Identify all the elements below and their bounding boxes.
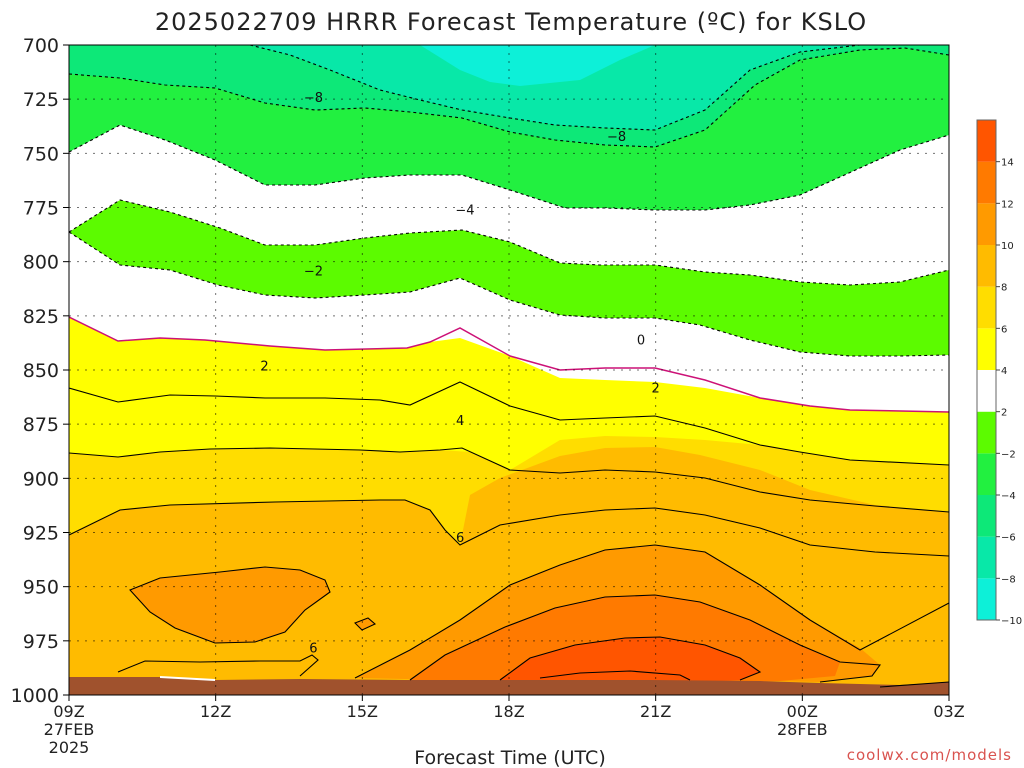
band-neg12 [420,45,655,86]
contour-label: 6 [309,641,317,656]
contour-label: 6 [456,531,464,546]
colorbar-swatch [977,161,996,204]
x-axis-label: Forecast Time (UTC) [414,747,605,768]
x-tick-label: 12Z [200,702,231,721]
grid [69,45,949,695]
contour-label: −2 [304,264,323,279]
y-tick-label: 825 [23,306,59,328]
chart-title: 2025022709 HRRR Forecast Temperature (ºC… [155,8,867,36]
colorbar-swatch [977,120,996,162]
contour-label: −4 [455,204,474,219]
colorbar-swatch [977,245,996,287]
colorbar-swatch [977,495,996,537]
y-axis: 700 725 750 775 800 825 850 875 900 925 950 975 1000 [11,35,69,707]
colorbar-swatch [977,411,996,454]
x-tick-label: 03Z [933,702,964,721]
y-tick-label: 775 [23,198,59,220]
colorbar-tick-label: 6 [1001,324,1007,335]
contour-labels: −8 −8 −4 −2 0 2 2 4 6 6 [260,91,659,656]
y-tick-label: 875 [23,414,59,436]
y-tick-label: 1000 [11,685,59,707]
y-tick-label: 975 [23,631,59,653]
y-tick-label: 700 [23,35,59,57]
warm-14 [500,637,760,684]
x-tick-label: 00Z [787,702,818,721]
warm-pocket-8 [130,567,330,643]
colorbar-tick-label: −8 [1001,574,1016,585]
y-tick-label: 925 [23,523,59,545]
contour-label: 0 [637,334,645,349]
colorbar-tick-label: 8 [1001,283,1007,294]
contour-label: −8 [304,91,323,106]
colorbar-tick-label: 12 [1001,199,1014,210]
colorbar-swatch [977,453,996,495]
colorbar-tick-label: −4 [1001,491,1016,502]
x-tick-label: 09Z [53,702,84,721]
contour-label: −8 [607,130,626,145]
colorbar-swatch [977,370,996,412]
colorbar: 14 12 10 8 6 4 2 −2 −4 −6 −8 −10 [976,119,1022,627]
colorbar-swatch [977,578,996,620]
y-tick-label: 725 [23,89,59,111]
colorbar-tick-label: −6 [1001,533,1016,544]
x-tick-label: 18Z [493,702,524,721]
contour-label: 2 [260,360,268,375]
y-tick-label: 950 [23,577,59,599]
contour-label: 2 [652,381,660,396]
colorbar-swatch [977,203,996,245]
x-tick-label: 15Z [347,702,378,721]
colorbar-swatch [977,328,996,370]
colorbar-tick-label: 10 [1001,241,1014,252]
contour-field [69,45,949,695]
credit-text[interactable]: coolwx.com/models [847,746,1012,764]
band-neg10 [69,45,949,130]
colorbar-swatch [977,536,996,579]
x-tick-sublabel: 28FEB [777,720,828,739]
colorbar-tick-label: 4 [1001,366,1007,377]
ground-strip-white [160,676,215,681]
warm-lowleft [118,655,320,678]
colorbar-tick-label: −10 [1001,616,1022,627]
colorbar-swatch [977,286,996,329]
x-tick-label: 21Z [640,702,671,721]
colorbar-tick-label: 2 [1001,408,1007,419]
y-tick-label: 750 [23,143,59,165]
y-tick-label: 800 [23,252,59,274]
y-tick-label: 900 [23,468,59,490]
colorbar-tick-label: −2 [1001,449,1016,460]
colorbar-tick-label: 14 [1001,158,1014,169]
x-tick-sublabel: 2025 [49,738,90,757]
contour-label: 4 [456,414,464,429]
contour-lines [69,45,949,688]
y-tick-label: 850 [23,360,59,382]
warm-pocket-small [355,618,375,630]
x-tick-sublabel: 27FEB [44,720,95,739]
